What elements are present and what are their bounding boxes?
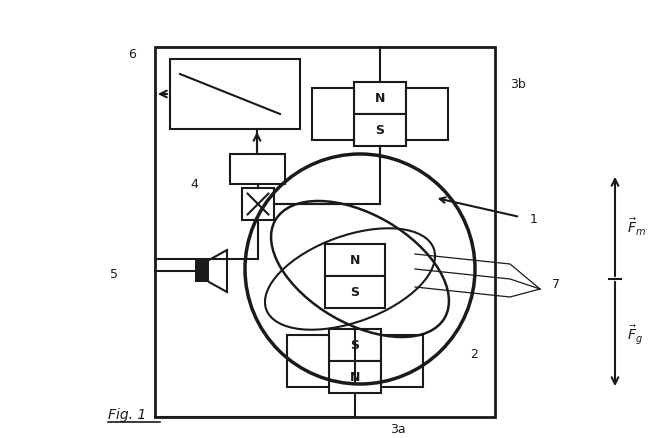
Bar — [230, 155, 285, 184]
Text: 1: 1 — [530, 213, 538, 226]
Text: 6: 6 — [128, 48, 136, 61]
Text: 3a: 3a — [390, 423, 406, 435]
Bar — [381, 335, 423, 387]
Text: N: N — [350, 254, 360, 267]
Bar — [325, 276, 385, 308]
Text: 7: 7 — [552, 278, 560, 291]
Text: N: N — [375, 92, 385, 105]
Text: S: S — [376, 124, 385, 137]
Text: S: S — [350, 286, 360, 299]
Bar — [170, 60, 300, 130]
Bar — [329, 329, 381, 361]
Text: Fig. 1: Fig. 1 — [108, 407, 147, 421]
Bar — [242, 189, 274, 220]
Text: $\vec{F}_g$: $\vec{F}_g$ — [627, 323, 643, 346]
Bar — [354, 83, 406, 115]
Text: $\vec{F}_m$: $\vec{F}_m$ — [627, 216, 646, 237]
Bar — [325, 244, 385, 276]
Bar — [195, 261, 209, 283]
Bar — [287, 335, 329, 387]
Bar — [312, 89, 354, 141]
Bar — [155, 48, 495, 417]
Text: 3b: 3b — [510, 78, 526, 91]
Bar — [406, 89, 448, 141]
Text: S: S — [350, 339, 360, 352]
Text: 5: 5 — [110, 268, 118, 281]
Text: N: N — [350, 371, 360, 384]
Bar — [329, 361, 381, 393]
Bar — [354, 115, 406, 147]
Text: 2: 2 — [470, 348, 478, 360]
Text: 4: 4 — [190, 178, 198, 191]
